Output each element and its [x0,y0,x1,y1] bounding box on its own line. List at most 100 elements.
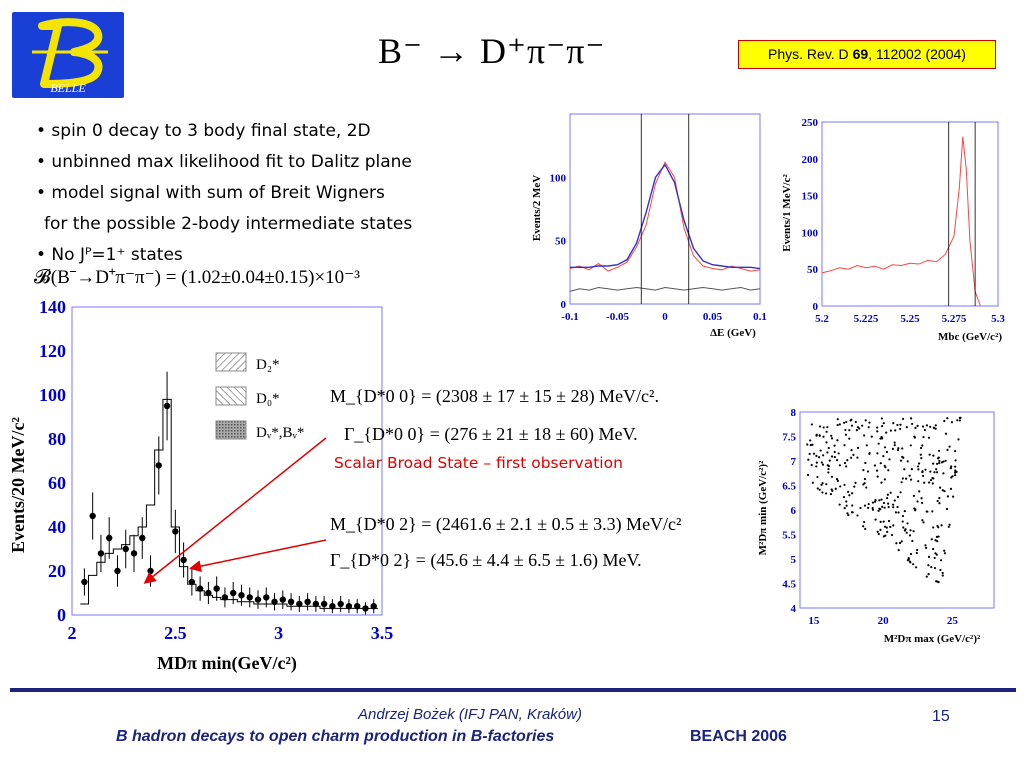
dalitz-point [856,514,859,517]
dalitz-point [936,499,939,503]
x-tick-label: 15 [808,615,820,627]
dalitz-point [827,467,830,471]
x-tick-label: 20 [878,615,890,627]
dalitz-point [934,424,937,427]
y-tick-label: 40 [48,517,66,537]
dalitz-point [954,469,957,472]
plot-frame [71,306,383,616]
main-histogram: 0 20 40 60 80 100 120 140 2 2.5 3 3.5 Events/20 Me… [8,297,393,674]
footer-conference: BEACH 2006 [690,728,787,745]
dalitz-point [955,470,958,473]
dalitz-point [881,505,884,508]
dalitz-point [871,506,874,510]
dalitz-point [867,506,870,509]
dalitz-point [933,471,936,474]
dalitz-point [942,460,945,463]
dalitz-point [937,449,941,452]
reference-suffix: , 112002 (2004) [868,46,966,62]
dalitz-point [937,456,940,459]
dalitz-point [862,525,865,528]
dalitz-point [843,461,847,465]
x-tick-label: 3 [274,623,283,643]
data-point [263,594,270,601]
data-point [246,594,253,601]
dalitz-point [908,534,912,537]
data-point [320,600,328,608]
dalitz-point [931,476,934,480]
dalitz-point [934,539,937,542]
dalitz-point [935,553,938,556]
y-tick-label: 5.5 [782,530,796,542]
dalitz-point [941,574,944,577]
dalitz-point [825,441,828,444]
dalitz-point [906,460,909,463]
dalitz-point [929,425,932,428]
legend-swatch-dv [215,420,247,440]
dalitz-point [864,527,867,530]
dalitz-point [856,426,859,429]
dalitz-point [893,444,896,447]
dalitz-point [902,456,905,459]
dalitz-point [921,470,924,474]
dalitz-point [848,494,851,497]
dalitz-point [880,481,883,484]
x-tick-label: -0.05 [606,311,629,323]
sideband-line [569,287,761,292]
dalitz-point [896,505,899,509]
dalitz-point [852,453,855,456]
dalitz-point [924,544,927,547]
data-point [329,603,336,610]
data-point [337,600,344,608]
dalitz-point [806,443,809,446]
dalitz-point [850,418,853,421]
dalitz-point [878,499,881,502]
dalitz-point [932,426,936,429]
y-axis-label: Events/20 MeV/c² [8,417,28,553]
dalitz-point [826,426,829,429]
dalitz-point [896,495,900,498]
dalitz-point [950,476,953,479]
x-tick-label: 0.1 [753,311,767,323]
dalitz-point [863,477,867,481]
dalitz-point [894,511,898,514]
dalitz-point [911,422,914,426]
dalitz-point [908,474,911,477]
data-point [114,567,121,575]
dalitz-point [863,504,867,507]
data-point [296,600,303,608]
y-axis-label: Events/2 MeV [531,175,543,241]
dalitz-point [876,430,879,433]
dalitz-point [886,493,889,496]
dalitz-point [810,463,813,467]
y-tick-label: 0 [813,301,819,313]
dalitz-point [879,462,882,465]
dalitz-point [883,446,887,449]
dalitz-point [809,443,812,447]
dalitz-point [879,528,882,532]
y-tick-label: 8 [791,407,797,419]
dalitz-point [877,442,880,445]
dalitz-point [887,502,890,505]
dalitz-point [948,445,951,448]
dalitz-point [874,518,877,521]
dalitz-point [846,459,849,462]
dalitz-point [897,548,900,552]
y-tick-label: 100 [39,385,66,405]
dalitz-point [882,535,885,538]
dalitz-point [954,465,957,468]
dalitz-point [892,422,895,425]
dalitz-point [821,491,824,494]
dalitz-point [942,472,945,475]
dalitz-point [827,446,830,450]
y-tick-label: 140 [39,297,66,317]
dalitz-point [923,481,926,484]
dalitz-point [885,526,888,529]
dalitz-point [853,485,856,488]
dalitz-point [867,426,870,429]
dalitz-point [808,452,811,456]
data-point [106,534,113,542]
dalitz-point [877,532,880,536]
dalitz-point [934,427,937,430]
dalitz-point [829,492,833,496]
dalitz-point [905,425,908,429]
